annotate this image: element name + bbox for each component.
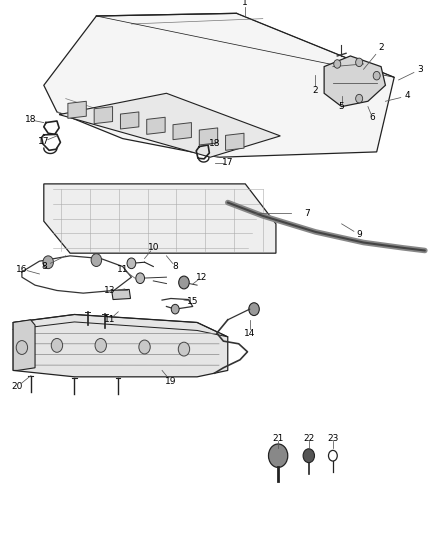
- Text: 19: 19: [165, 377, 177, 385]
- Text: 20: 20: [12, 382, 23, 391]
- Text: 2: 2: [378, 44, 384, 52]
- Polygon shape: [44, 184, 276, 253]
- Circle shape: [356, 58, 363, 67]
- Circle shape: [171, 304, 179, 314]
- Polygon shape: [68, 101, 86, 118]
- Polygon shape: [13, 320, 35, 370]
- Text: 11: 11: [104, 316, 115, 324]
- Text: 12: 12: [196, 273, 207, 281]
- Text: 6: 6: [369, 113, 375, 122]
- Polygon shape: [226, 133, 244, 150]
- Circle shape: [356, 94, 363, 103]
- Text: 2: 2: [313, 86, 318, 95]
- Text: 10: 10: [148, 244, 159, 252]
- Text: 14: 14: [244, 329, 255, 337]
- Text: 8: 8: [41, 262, 47, 271]
- Circle shape: [178, 342, 190, 356]
- Circle shape: [51, 338, 63, 352]
- Circle shape: [91, 254, 102, 266]
- Text: 17: 17: [222, 158, 233, 167]
- Circle shape: [373, 71, 380, 80]
- Text: 7: 7: [304, 209, 310, 217]
- Polygon shape: [94, 107, 113, 124]
- Text: 9: 9: [356, 230, 362, 239]
- Text: 21: 21: [272, 434, 284, 442]
- Circle shape: [16, 341, 28, 354]
- Text: 3: 3: [417, 65, 424, 74]
- Circle shape: [127, 258, 136, 269]
- Polygon shape: [13, 314, 228, 377]
- Polygon shape: [112, 289, 131, 300]
- Circle shape: [43, 256, 53, 269]
- Text: 11: 11: [117, 265, 128, 273]
- Text: 16: 16: [16, 265, 28, 273]
- Polygon shape: [120, 112, 139, 129]
- Text: 4: 4: [405, 92, 410, 100]
- Polygon shape: [324, 56, 385, 107]
- Circle shape: [179, 276, 189, 289]
- Text: 18: 18: [209, 140, 220, 148]
- Text: 23: 23: [327, 434, 339, 442]
- Polygon shape: [44, 13, 394, 157]
- Text: 15: 15: [187, 297, 198, 305]
- Text: 5: 5: [339, 102, 345, 111]
- Polygon shape: [147, 117, 165, 134]
- Circle shape: [268, 444, 288, 467]
- Polygon shape: [199, 128, 218, 145]
- Polygon shape: [173, 123, 191, 140]
- Text: 22: 22: [303, 434, 314, 442]
- Text: 1: 1: [242, 0, 248, 7]
- Text: 8: 8: [172, 262, 178, 271]
- Circle shape: [249, 303, 259, 316]
- Circle shape: [334, 60, 341, 68]
- Circle shape: [95, 338, 106, 352]
- Text: 17: 17: [38, 137, 49, 146]
- Polygon shape: [59, 93, 280, 157]
- Text: 13: 13: [104, 286, 115, 295]
- Circle shape: [303, 449, 314, 463]
- Circle shape: [136, 273, 145, 284]
- Text: 18: 18: [25, 116, 36, 124]
- Circle shape: [139, 340, 150, 354]
